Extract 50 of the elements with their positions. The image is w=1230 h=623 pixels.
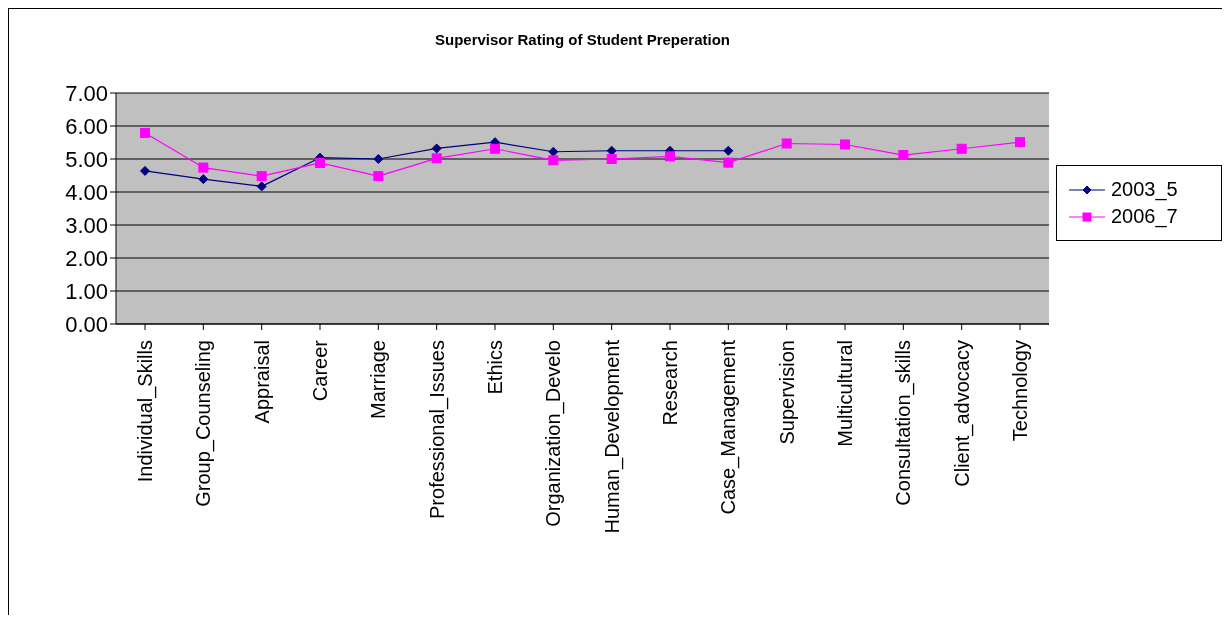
x-tick-label: Organization_Develo	[542, 340, 566, 527]
point	[548, 146, 559, 157]
y-tick-label: 4.00	[65, 179, 108, 205]
x-tick-label: Multicultural	[834, 340, 856, 447]
y-tick-label: 1.00	[65, 278, 108, 304]
point	[140, 165, 150, 176]
point	[431, 153, 442, 164]
point	[898, 150, 909, 161]
x-tick-label: Group_Counseling	[192, 340, 216, 507]
x-tick-label: Supervision	[775, 340, 798, 445]
legend-label: 2003_5	[1111, 178, 1178, 201]
point	[490, 143, 500, 154]
legend-label: 2006_7	[1111, 205, 1178, 228]
point	[781, 138, 792, 149]
x-tick-label: Ethics	[484, 340, 506, 395]
point	[723, 157, 734, 168]
point	[198, 162, 209, 173]
y-tick-label: 7.00	[65, 80, 108, 106]
y-tick-label: 2.00	[65, 245, 108, 271]
point	[606, 154, 617, 164]
point	[956, 143, 967, 154]
point	[431, 143, 442, 154]
point	[840, 139, 850, 150]
x-tick-label: Individual_Skills	[134, 340, 157, 483]
x-tick-label: Consultation_skills	[892, 340, 916, 506]
x-tick-label: Human_Development	[600, 339, 624, 534]
point	[373, 171, 384, 182]
x-tick-label: Appraisal	[250, 340, 273, 424]
point	[256, 181, 267, 192]
x-tick-label: Career	[309, 339, 331, 402]
x-tick-label: Case_Management	[717, 339, 741, 515]
y-tick-label: 0.00	[65, 311, 108, 337]
chart-title: Supervisor Rating of Student Preperation	[433, 31, 731, 48]
x-tick-label: Marriage	[367, 340, 390, 419]
point	[665, 151, 675, 162]
y-tick-label: 5.00	[65, 146, 108, 172]
point	[373, 154, 384, 164]
y-tick-label: 3.00	[65, 212, 108, 238]
point	[198, 174, 209, 185]
x-tick-label: Professional_Issues	[425, 340, 449, 519]
point	[1015, 137, 1025, 148]
x-tick-label: Research	[659, 340, 681, 426]
x-tick-label: Technology	[1009, 340, 1031, 442]
point	[256, 171, 267, 182]
x-tick-label: Client_advocacy	[950, 340, 974, 487]
point	[315, 157, 325, 168]
point	[548, 155, 559, 166]
point	[723, 145, 734, 156]
point	[140, 127, 150, 138]
y-tick-label: 6.00	[65, 113, 108, 139]
